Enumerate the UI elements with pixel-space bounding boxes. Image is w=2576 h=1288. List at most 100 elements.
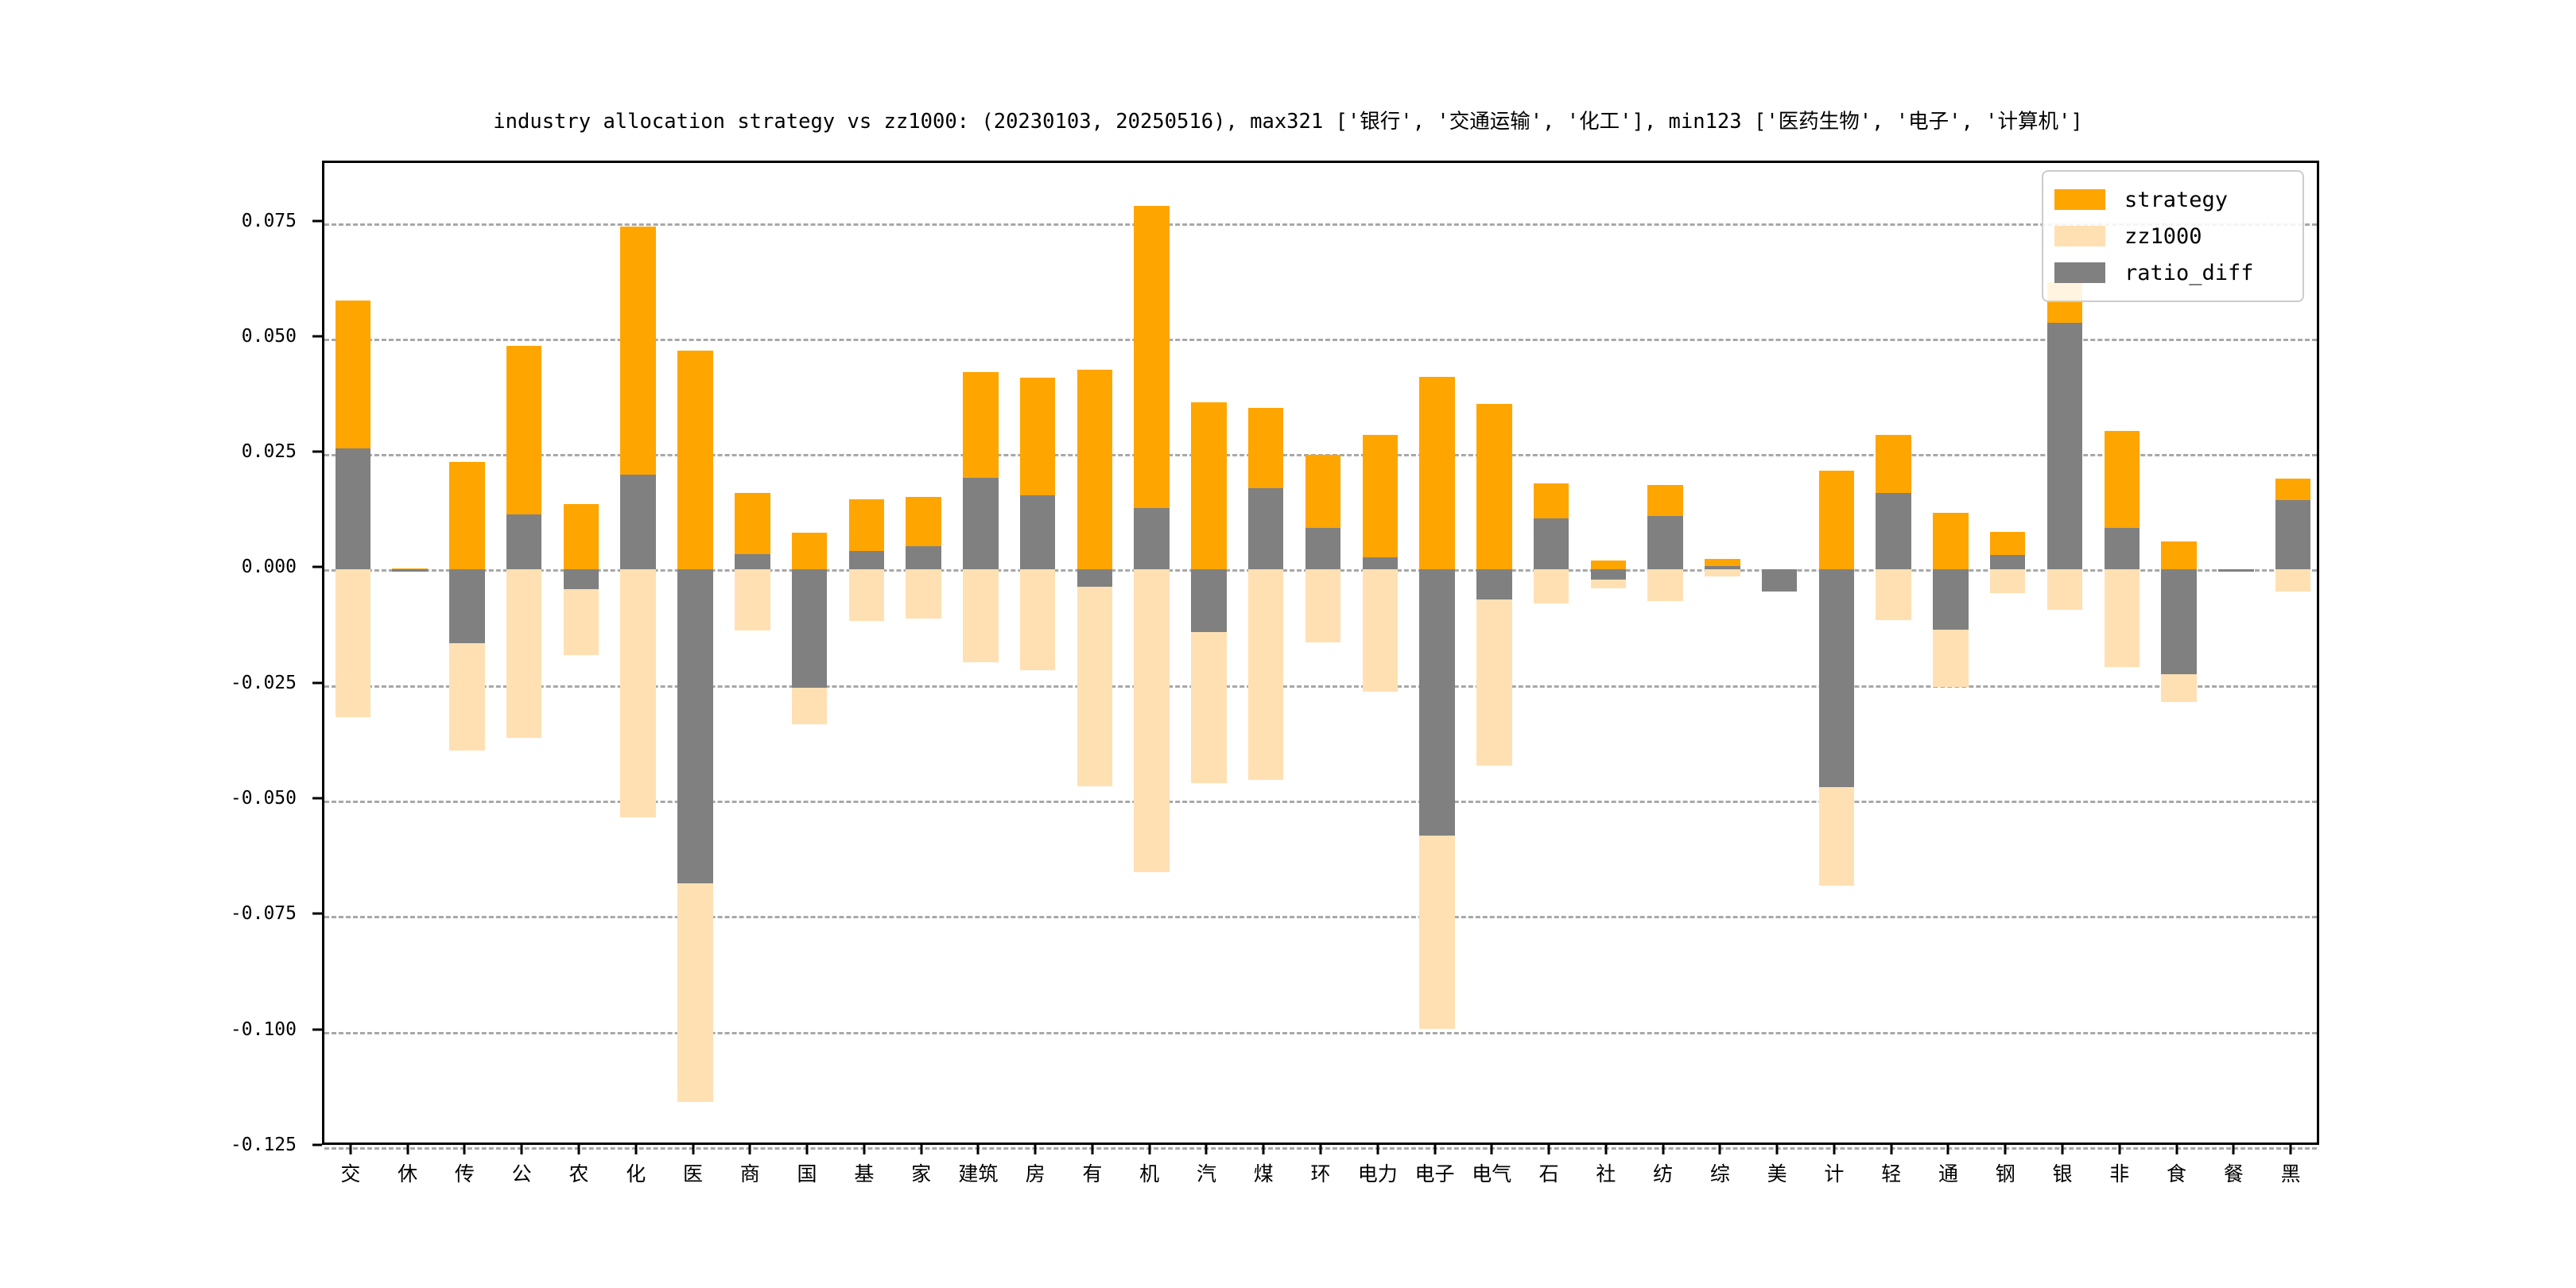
bar-ratio-diff xyxy=(963,477,999,570)
x-tick-mark xyxy=(1319,1145,1322,1154)
bar-strategy xyxy=(563,503,599,570)
legend-swatch-ratio-diff xyxy=(2054,262,2105,283)
bar-zz1000 xyxy=(1305,569,1341,643)
x-tick-mark xyxy=(634,1145,638,1154)
chart-title: industry allocation strategy vs zz1000: … xyxy=(493,110,2083,134)
bar-strategy xyxy=(677,350,713,570)
x-axis: 交 休 传 公 农 化 医 商 国 基 家 建筑 房 有 机 汽 煤 环 电力 电子 电气 石 社 纺 综 美 计 轻 通 钢 银 非 食 餐 黑 xyxy=(322,1145,2319,1240)
bar-ratio-diff xyxy=(1476,569,1512,600)
gridline xyxy=(324,1031,2317,1034)
x-tick-mark xyxy=(1604,1145,1608,1154)
y-tick-mark xyxy=(312,681,322,685)
y-tick-label: -0.050 xyxy=(230,788,297,809)
x-tick-label: 美 xyxy=(1767,1162,1787,1185)
legend-item-zz1000[interactable]: zz1000 xyxy=(2054,218,2291,254)
x-tick-mark xyxy=(1433,1145,1437,1154)
bar-strategy xyxy=(449,462,485,570)
bar-ratio-diff xyxy=(1990,555,2026,570)
y-tick-label: -0.025 xyxy=(230,672,297,693)
x-tick-label: 非 xyxy=(2109,1162,2130,1185)
y-tick-label: -0.075 xyxy=(230,903,297,925)
bar-zz1000 xyxy=(906,569,941,619)
x-tick-mark xyxy=(1262,1145,1265,1154)
x-tick-mark xyxy=(1091,1145,1094,1154)
bar-strategy xyxy=(1419,376,1455,570)
x-tick-label: 基 xyxy=(854,1162,875,1185)
x-tick-mark xyxy=(692,1145,694,1154)
bar-ratio-diff xyxy=(735,553,770,570)
bar-ratio-diff xyxy=(1362,557,1398,570)
bar-strategy xyxy=(1362,435,1398,570)
bar-ratio-diff xyxy=(2104,528,2140,570)
legend-label-strategy: strategy xyxy=(2124,187,2229,212)
bar-zz1000 xyxy=(963,569,999,662)
bar-ratio-diff xyxy=(506,514,542,570)
x-tick-label: 家 xyxy=(911,1162,932,1185)
bar-ratio-diff xyxy=(563,569,599,590)
bar-zz1000 xyxy=(1134,569,1170,873)
bar-ratio-diff xyxy=(906,545,941,570)
x-tick-label: 餐 xyxy=(2223,1162,2244,1185)
y-tick-label: -0.100 xyxy=(230,1018,297,1040)
x-tick-mark xyxy=(920,1145,923,1154)
x-tick-mark xyxy=(1718,1145,1721,1154)
bar-zz1000 xyxy=(1705,569,1740,577)
bar-zz1000 xyxy=(2046,569,2083,611)
bar-strategy xyxy=(1590,561,1627,570)
bar-zz1000 xyxy=(506,569,542,739)
gridline xyxy=(324,338,2317,341)
x-tick-mark xyxy=(1148,1145,1151,1154)
x-tick-label: 综 xyxy=(1709,1162,1730,1185)
x-tick-mark xyxy=(406,1145,409,1154)
x-tick-label: 纺 xyxy=(1653,1162,1674,1185)
bar-ratio-diff xyxy=(1134,507,1170,570)
gridline xyxy=(324,801,2317,804)
x-tick-label: 食 xyxy=(2167,1162,2187,1185)
x-tick-mark xyxy=(577,1145,580,1154)
legend-item-ratio-diff[interactable]: ratio_diff xyxy=(2054,254,2291,291)
bar-ratio-diff xyxy=(392,569,428,572)
bar-ratio-diff xyxy=(335,448,371,570)
bar-zz1000 xyxy=(1247,569,1284,780)
x-tick-label: 农 xyxy=(568,1162,589,1185)
bar-zz1000 xyxy=(1647,569,1683,601)
x-tick-label: 计 xyxy=(1824,1162,1845,1185)
x-tick-label: 房 xyxy=(1025,1162,1046,1185)
x-tick-mark xyxy=(976,1145,980,1154)
bar-ratio-diff xyxy=(1933,569,1969,630)
x-tick-label: 医 xyxy=(682,1162,704,1185)
y-tick-mark xyxy=(312,1028,322,1031)
x-tick-label: 商 xyxy=(739,1162,760,1185)
y-tick-mark xyxy=(312,912,322,915)
x-tick-label: 休 xyxy=(398,1162,418,1185)
x-tick-mark xyxy=(2232,1145,2235,1154)
bar-ratio-diff xyxy=(1761,569,1798,592)
bar-ratio-diff xyxy=(1647,516,1683,570)
legend-swatch-zz1000 xyxy=(2054,226,2105,246)
x-tick-mark xyxy=(805,1145,809,1154)
x-tick-mark xyxy=(1775,1145,1779,1154)
gridline xyxy=(324,685,2317,688)
plot-inner xyxy=(324,163,2317,1150)
bar-ratio-diff xyxy=(1533,518,1569,570)
x-tick-label: 传 xyxy=(454,1162,475,1185)
bar-ratio-diff xyxy=(1818,569,1855,787)
y-tick-mark xyxy=(312,219,322,223)
x-tick-label: 有 xyxy=(1082,1162,1103,1185)
x-tick-mark xyxy=(2118,1145,2121,1154)
bar-ratio-diff xyxy=(1305,528,1341,570)
gridline xyxy=(324,916,2317,919)
legend-label-ratio-diff: ratio_diff xyxy=(2124,260,2254,285)
x-tick-mark xyxy=(349,1145,352,1154)
y-tick-label: 0.000 xyxy=(241,557,297,578)
x-tick-mark xyxy=(2004,1145,2007,1154)
bar-zz1000 xyxy=(2275,569,2311,592)
x-tick-label: 煤 xyxy=(1253,1162,1274,1185)
bar-strategy xyxy=(1818,471,1855,570)
bar-ratio-diff xyxy=(791,569,828,688)
x-tick-mark xyxy=(748,1145,751,1154)
bar-ratio-diff xyxy=(677,569,713,883)
bar-zz1000 xyxy=(1077,569,1113,787)
legend-item-strategy[interactable]: strategy xyxy=(2054,181,2291,218)
